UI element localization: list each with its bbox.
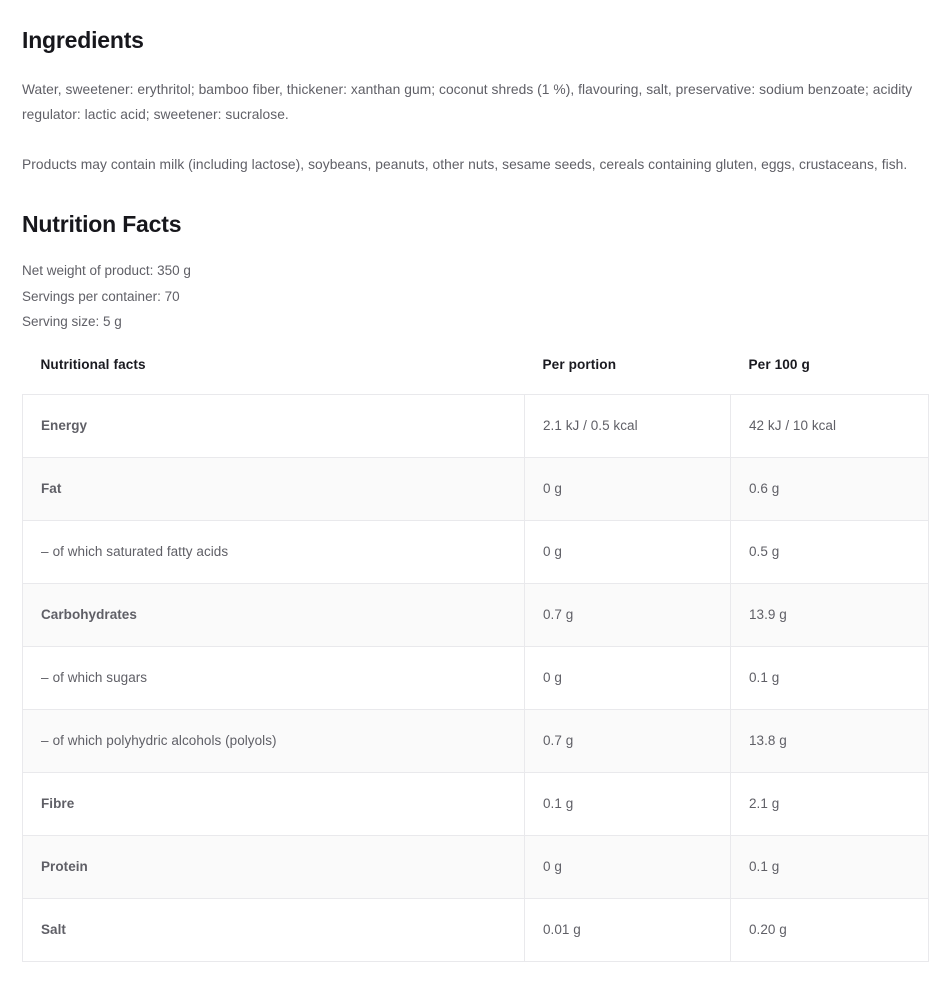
cell-per-portion: 0 g [524, 645, 731, 710]
row-label-text: of which sugars [52, 670, 148, 685]
table-row: Fibre 0.1 g 2.1 g [22, 771, 929, 836]
row-label: Fibre [22, 771, 525, 836]
row-label: Protein [22, 834, 525, 899]
cell-per-portion: 0.01 g [524, 897, 731, 962]
cell-per-100g: 13.9 g [730, 582, 929, 647]
row-label-sub: – of which saturated fatty acids [22, 519, 525, 584]
row-label: Salt [22, 897, 525, 962]
cell-per-portion: 0 g [524, 519, 731, 584]
cell-per-100g: 13.8 g [730, 708, 929, 773]
table-row: Fat 0 g 0.6 g [22, 456, 929, 521]
table-row: – of which sugars 0 g 0.1 g [22, 645, 929, 710]
servings-text: Servings per container: 70 [22, 288, 180, 304]
cell-per-100g: 42 kJ / 10 kcal [730, 393, 929, 458]
nutrition-table-wrapper: Nutritional facts Per portion Per 100 g … [22, 357, 930, 962]
cell-per-100g: 2.1 g [730, 771, 929, 836]
table-row: – of which saturated fatty acids 0 g 0.5 g [22, 519, 929, 584]
table-header: Nutritional facts Per portion Per 100 g [23, 357, 929, 395]
table-header-row: Nutritional facts Per portion Per 100 g [23, 357, 929, 395]
allergen-paragraph: Products may contain milk (including lac… [22, 157, 908, 172]
nutrition-facts-heading: Nutrition Facts [22, 211, 182, 237]
row-label: Carbohydrates [22, 582, 525, 647]
cell-per-100g: 0.1 g [730, 645, 929, 710]
ingredients-paragraph: Water, sweetener: erythritol; bamboo fib… [22, 82, 913, 122]
row-label-text: of which polyhydric alcohols (polyols) [52, 733, 277, 748]
sub-row-dash: – [41, 670, 49, 685]
net-weight-text: Net weight of product: 350 g [22, 263, 191, 278]
column-header-per-portion: Per portion [542, 356, 617, 372]
column-header-per-100g: Per 100 g [748, 356, 810, 372]
serving-info-block: Net weight of product: 350 g Servings pe… [22, 258, 930, 335]
cell-per-portion: 0.7 g [524, 582, 731, 647]
ingredients-heading: Ingredients [22, 27, 144, 53]
section-spacer [22, 177, 930, 206]
cell-per-100g: 0.6 g [730, 456, 929, 521]
row-label: Energy [22, 393, 525, 458]
cell-per-portion: 0 g [524, 456, 731, 521]
table-row: – of which polyhydric alcohols (polyols) 0… [22, 708, 929, 773]
nutrition-facts-table: Nutritional facts Per portion Per 100 g … [22, 357, 929, 962]
cell-per-100g: 0.5 g [730, 519, 929, 584]
cell-per-portion: 2.1 kJ / 0.5 kcal [524, 393, 731, 458]
table-row: Carbohydrates 0.7 g 13.9 g [22, 582, 929, 647]
cell-per-100g: 0.1 g [730, 834, 929, 899]
row-label-sub: – of which sugars [22, 645, 525, 710]
column-header-facts: Nutritional facts [40, 356, 146, 372]
sub-row-dash: – [41, 544, 49, 559]
table-row: Protein 0 g 0.1 g [22, 834, 929, 899]
cell-per-100g: 0.20 g [730, 897, 929, 962]
cell-per-portion: 0.7 g [524, 708, 731, 773]
row-label: Fat [22, 456, 525, 521]
table-row: Energy 2.1 kJ / 0.5 kcal 42 kJ / 10 kcal [22, 393, 929, 458]
row-label-text: of which saturated fatty acids [52, 544, 229, 559]
row-label-sub: – of which polyhydric alcohols (polyols) [22, 708, 525, 773]
sub-row-dash: – [41, 733, 49, 748]
cell-per-portion: 0 g [524, 834, 731, 899]
cell-per-portion: 0.1 g [524, 771, 731, 836]
serving-size-text: Serving size: 5 g [22, 314, 122, 329]
table-body: Energy 2.1 kJ / 0.5 kcal 42 kJ / 10 kcal Fa… [22, 393, 929, 962]
table-row: Salt 0.01 g 0.20 g [22, 897, 929, 962]
